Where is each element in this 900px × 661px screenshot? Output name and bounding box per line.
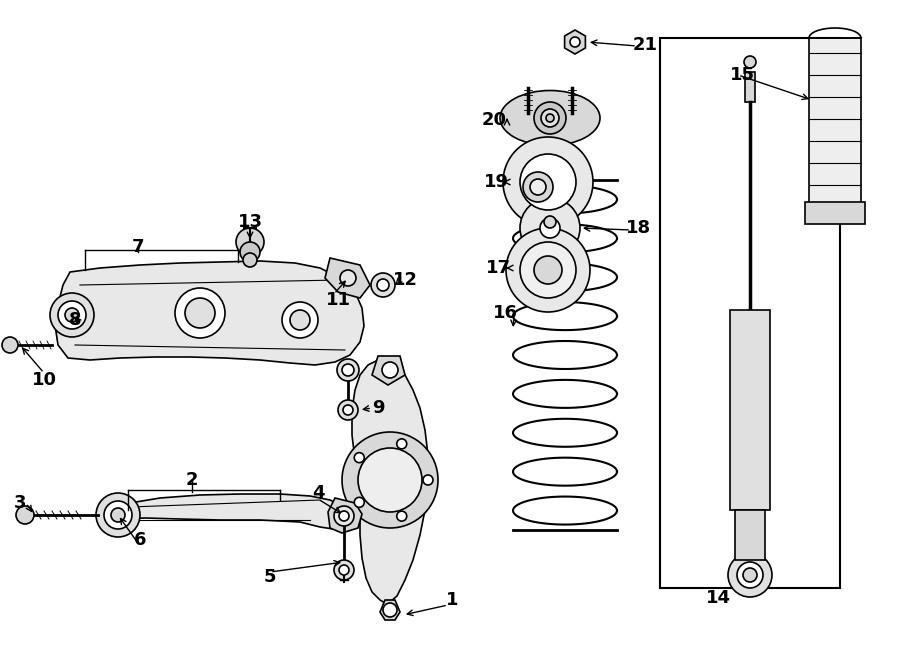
Polygon shape — [325, 258, 370, 298]
Circle shape — [523, 172, 553, 202]
Circle shape — [342, 432, 438, 528]
Circle shape — [355, 497, 365, 508]
Circle shape — [503, 137, 593, 227]
Text: 12: 12 — [392, 271, 418, 289]
Polygon shape — [105, 494, 352, 530]
Polygon shape — [55, 261, 364, 365]
Text: 3: 3 — [14, 494, 26, 512]
Text: 17: 17 — [485, 259, 510, 277]
Circle shape — [520, 242, 576, 298]
Circle shape — [534, 256, 562, 284]
Circle shape — [377, 279, 389, 291]
Bar — [745, 72, 755, 102]
Circle shape — [111, 508, 125, 522]
Text: 14: 14 — [706, 589, 731, 607]
Text: 11: 11 — [326, 291, 350, 309]
Circle shape — [423, 475, 433, 485]
Circle shape — [530, 179, 546, 195]
Circle shape — [506, 228, 590, 312]
Text: 15: 15 — [730, 66, 754, 84]
Circle shape — [96, 493, 140, 537]
Circle shape — [240, 242, 260, 262]
Text: 2: 2 — [185, 471, 198, 489]
Text: 18: 18 — [626, 219, 651, 237]
Ellipse shape — [500, 91, 600, 145]
Bar — [809, 38, 861, 210]
Circle shape — [541, 109, 559, 127]
Circle shape — [546, 114, 554, 122]
Circle shape — [397, 439, 407, 449]
Circle shape — [520, 198, 580, 258]
Circle shape — [340, 270, 356, 286]
Text: 9: 9 — [372, 399, 384, 417]
Circle shape — [570, 37, 580, 47]
Circle shape — [175, 288, 225, 338]
Circle shape — [544, 216, 556, 228]
Text: 5: 5 — [264, 568, 276, 586]
Bar — [805, 202, 865, 224]
Text: 16: 16 — [492, 304, 517, 322]
Text: 7: 7 — [131, 238, 144, 256]
Circle shape — [290, 310, 310, 330]
Circle shape — [358, 448, 422, 512]
Bar — [660, 38, 840, 588]
Polygon shape — [328, 498, 362, 533]
Circle shape — [339, 565, 349, 575]
Circle shape — [104, 501, 132, 529]
Circle shape — [58, 301, 86, 329]
Circle shape — [343, 405, 353, 415]
Circle shape — [743, 568, 757, 582]
Text: 20: 20 — [482, 111, 507, 129]
Bar — [730, 310, 770, 510]
Text: 1: 1 — [446, 591, 458, 609]
Circle shape — [540, 218, 560, 238]
Circle shape — [737, 562, 763, 588]
Text: 13: 13 — [238, 213, 263, 231]
Text: 6: 6 — [134, 531, 146, 549]
Polygon shape — [372, 356, 405, 385]
Circle shape — [282, 302, 318, 338]
Circle shape — [342, 364, 354, 376]
Circle shape — [371, 273, 395, 297]
Circle shape — [50, 293, 94, 337]
Circle shape — [185, 298, 215, 328]
Text: 10: 10 — [32, 371, 57, 389]
Circle shape — [383, 603, 397, 617]
Text: 21: 21 — [633, 36, 658, 54]
Circle shape — [2, 337, 18, 353]
Circle shape — [16, 506, 34, 524]
Text: 4: 4 — [311, 484, 324, 502]
Circle shape — [337, 359, 359, 381]
Circle shape — [520, 154, 576, 210]
Circle shape — [397, 511, 407, 521]
Circle shape — [334, 506, 354, 526]
Polygon shape — [380, 600, 400, 620]
Circle shape — [236, 228, 264, 256]
Circle shape — [338, 400, 358, 420]
Circle shape — [339, 511, 349, 521]
Circle shape — [534, 102, 566, 134]
Circle shape — [728, 553, 772, 597]
Circle shape — [355, 453, 365, 463]
Text: 19: 19 — [483, 173, 508, 191]
Circle shape — [744, 56, 756, 68]
Polygon shape — [564, 30, 585, 54]
Bar — [735, 510, 765, 560]
Circle shape — [243, 253, 257, 267]
Circle shape — [65, 308, 79, 322]
Circle shape — [334, 560, 354, 580]
Polygon shape — [352, 360, 428, 603]
Circle shape — [382, 362, 398, 378]
Text: 8: 8 — [68, 311, 81, 329]
